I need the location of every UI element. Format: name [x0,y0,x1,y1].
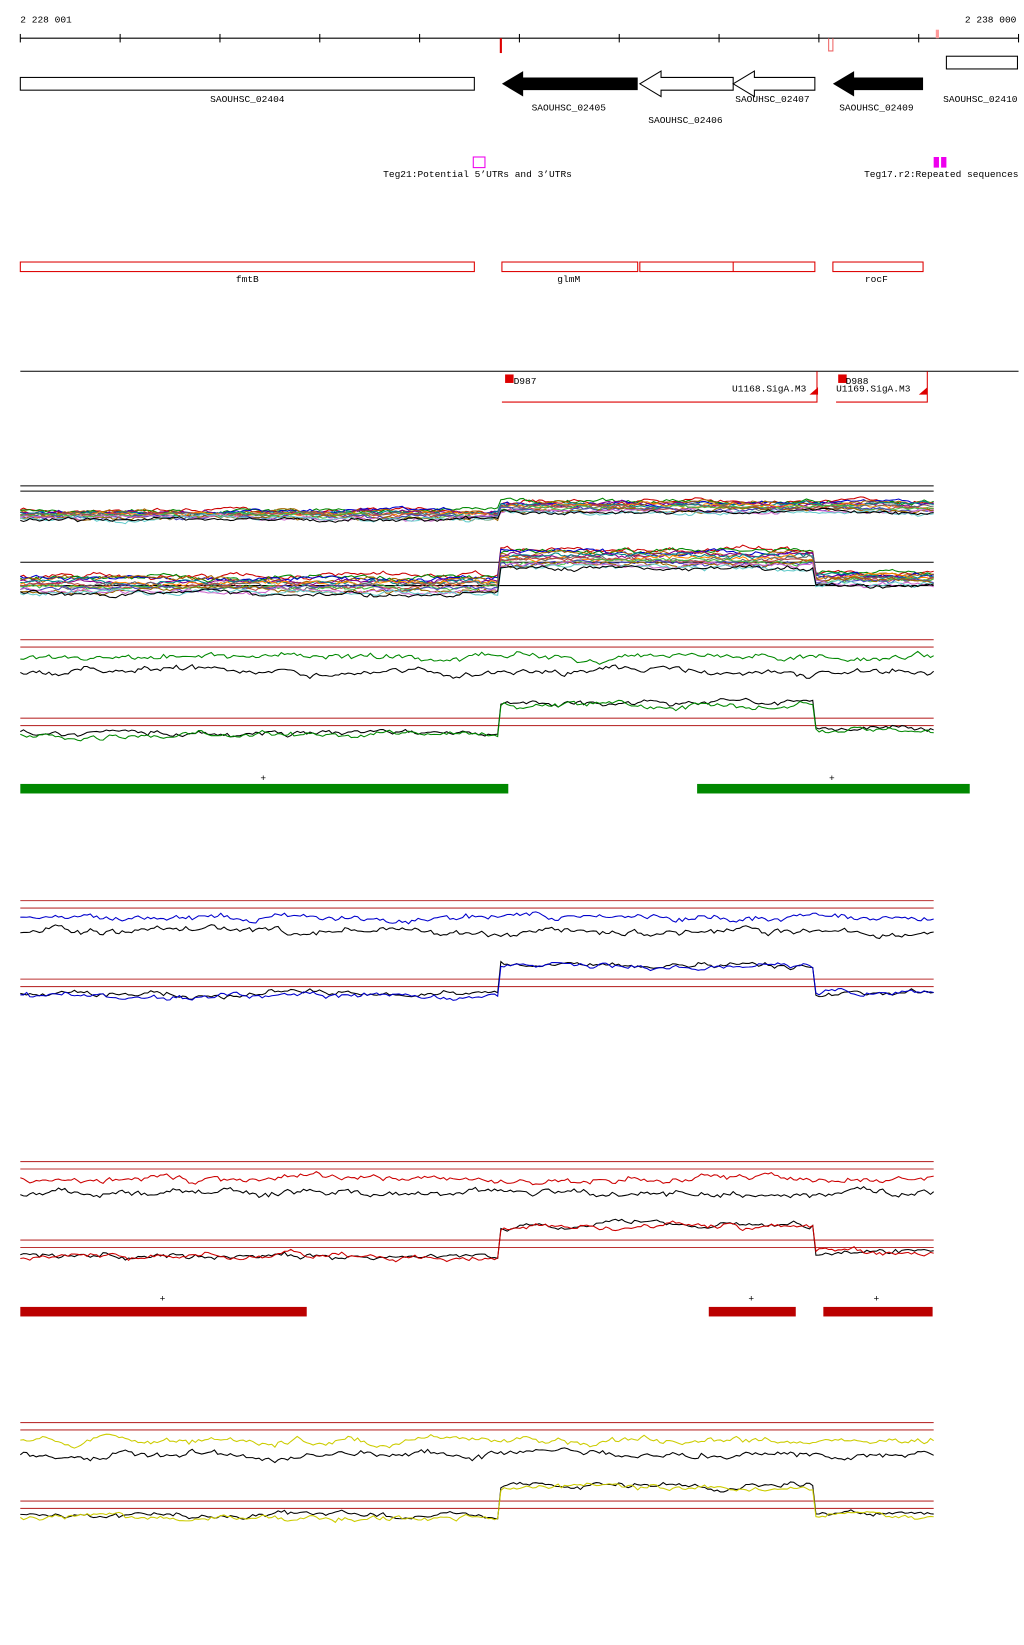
gene-label: SAOUHSC_02409 [839,102,914,113]
segment-bar [697,783,970,794]
promoter-span [501,371,818,403]
gene [638,70,734,98]
segment-bar [708,1306,796,1317]
profile-line [20,549,934,585]
profile-line [20,1482,934,1524]
gene-label: SAOUHSC_02410 [943,94,1018,105]
regulatory-label: Teg21:Potential 5’UTRs and 3’UTRs [383,169,572,180]
operon [832,261,924,273]
profile-line [20,924,934,940]
ruler-end: 2 238 000 [965,14,1017,25]
promoter-label: U1169.SigA.M3 [836,383,911,394]
gene-label: SAOUHSC_02405 [532,102,607,113]
profile-line [20,547,934,583]
profile-line [20,1220,934,1263]
promoter-mark [838,374,847,383]
promoter-label: U1168.SigA.M3 [732,383,807,394]
profile-line [20,699,934,742]
operon [19,261,475,273]
strand-label: + [874,1294,880,1305]
profile-line [19,1447,934,1464]
gene [732,70,816,98]
promoter-label: D987 [514,376,537,387]
gene [19,76,475,91]
strand-label: + [260,773,266,784]
regulatory-label: Teg17.r2:Repeated sequences [864,169,1018,180]
profile-line [20,507,934,523]
profile-line [20,1186,935,1199]
expression-tracks [19,485,935,1524]
operons [19,261,924,273]
gene [832,71,924,97]
marker [828,38,834,52]
gene [945,55,1019,70]
promoter-arrow [918,387,928,395]
gene-label: SAOUHSC_02407 [735,94,809,105]
regulatory-mark [933,156,939,168]
profile-line [20,663,935,680]
gene-label: SAOUHSC_02404 [210,94,285,105]
strand-label: + [829,773,835,784]
profile-line [20,1433,934,1449]
profile-line [20,911,934,925]
regulatory-mark [941,156,947,168]
segment-bar [20,1306,307,1317]
ruler-start: 2 228 001 [20,14,72,25]
promoter-mark [505,374,514,383]
profile-line [20,553,934,590]
operon-label: rocF [865,274,888,285]
operon [501,261,639,273]
operon [639,261,816,273]
profile-line [20,1481,934,1520]
promoter-label: D988 [846,376,869,387]
profile-line [20,499,934,516]
profile-line [20,1171,934,1186]
segment-bar [823,1306,933,1317]
gene [501,71,638,97]
gene-label: SAOUHSC_02406 [648,115,723,126]
profile-line [20,960,934,1000]
profile-line [20,650,934,665]
segment-bar [20,783,509,794]
profile-line [20,564,934,599]
ruler-ticks [19,33,1020,43]
profile-line [20,962,934,1001]
promoter-arrow [809,387,819,395]
profile-line [20,1218,934,1261]
regulatory-mark [472,156,486,169]
operon-label: glmM [557,274,580,285]
promoter-span [836,371,928,403]
profile-line [20,497,934,516]
operon-label: fmtB [236,274,259,285]
marker [935,29,939,39]
profile-line [20,557,934,591]
strand-label: + [160,1294,166,1305]
strand-label: + [748,1294,754,1305]
